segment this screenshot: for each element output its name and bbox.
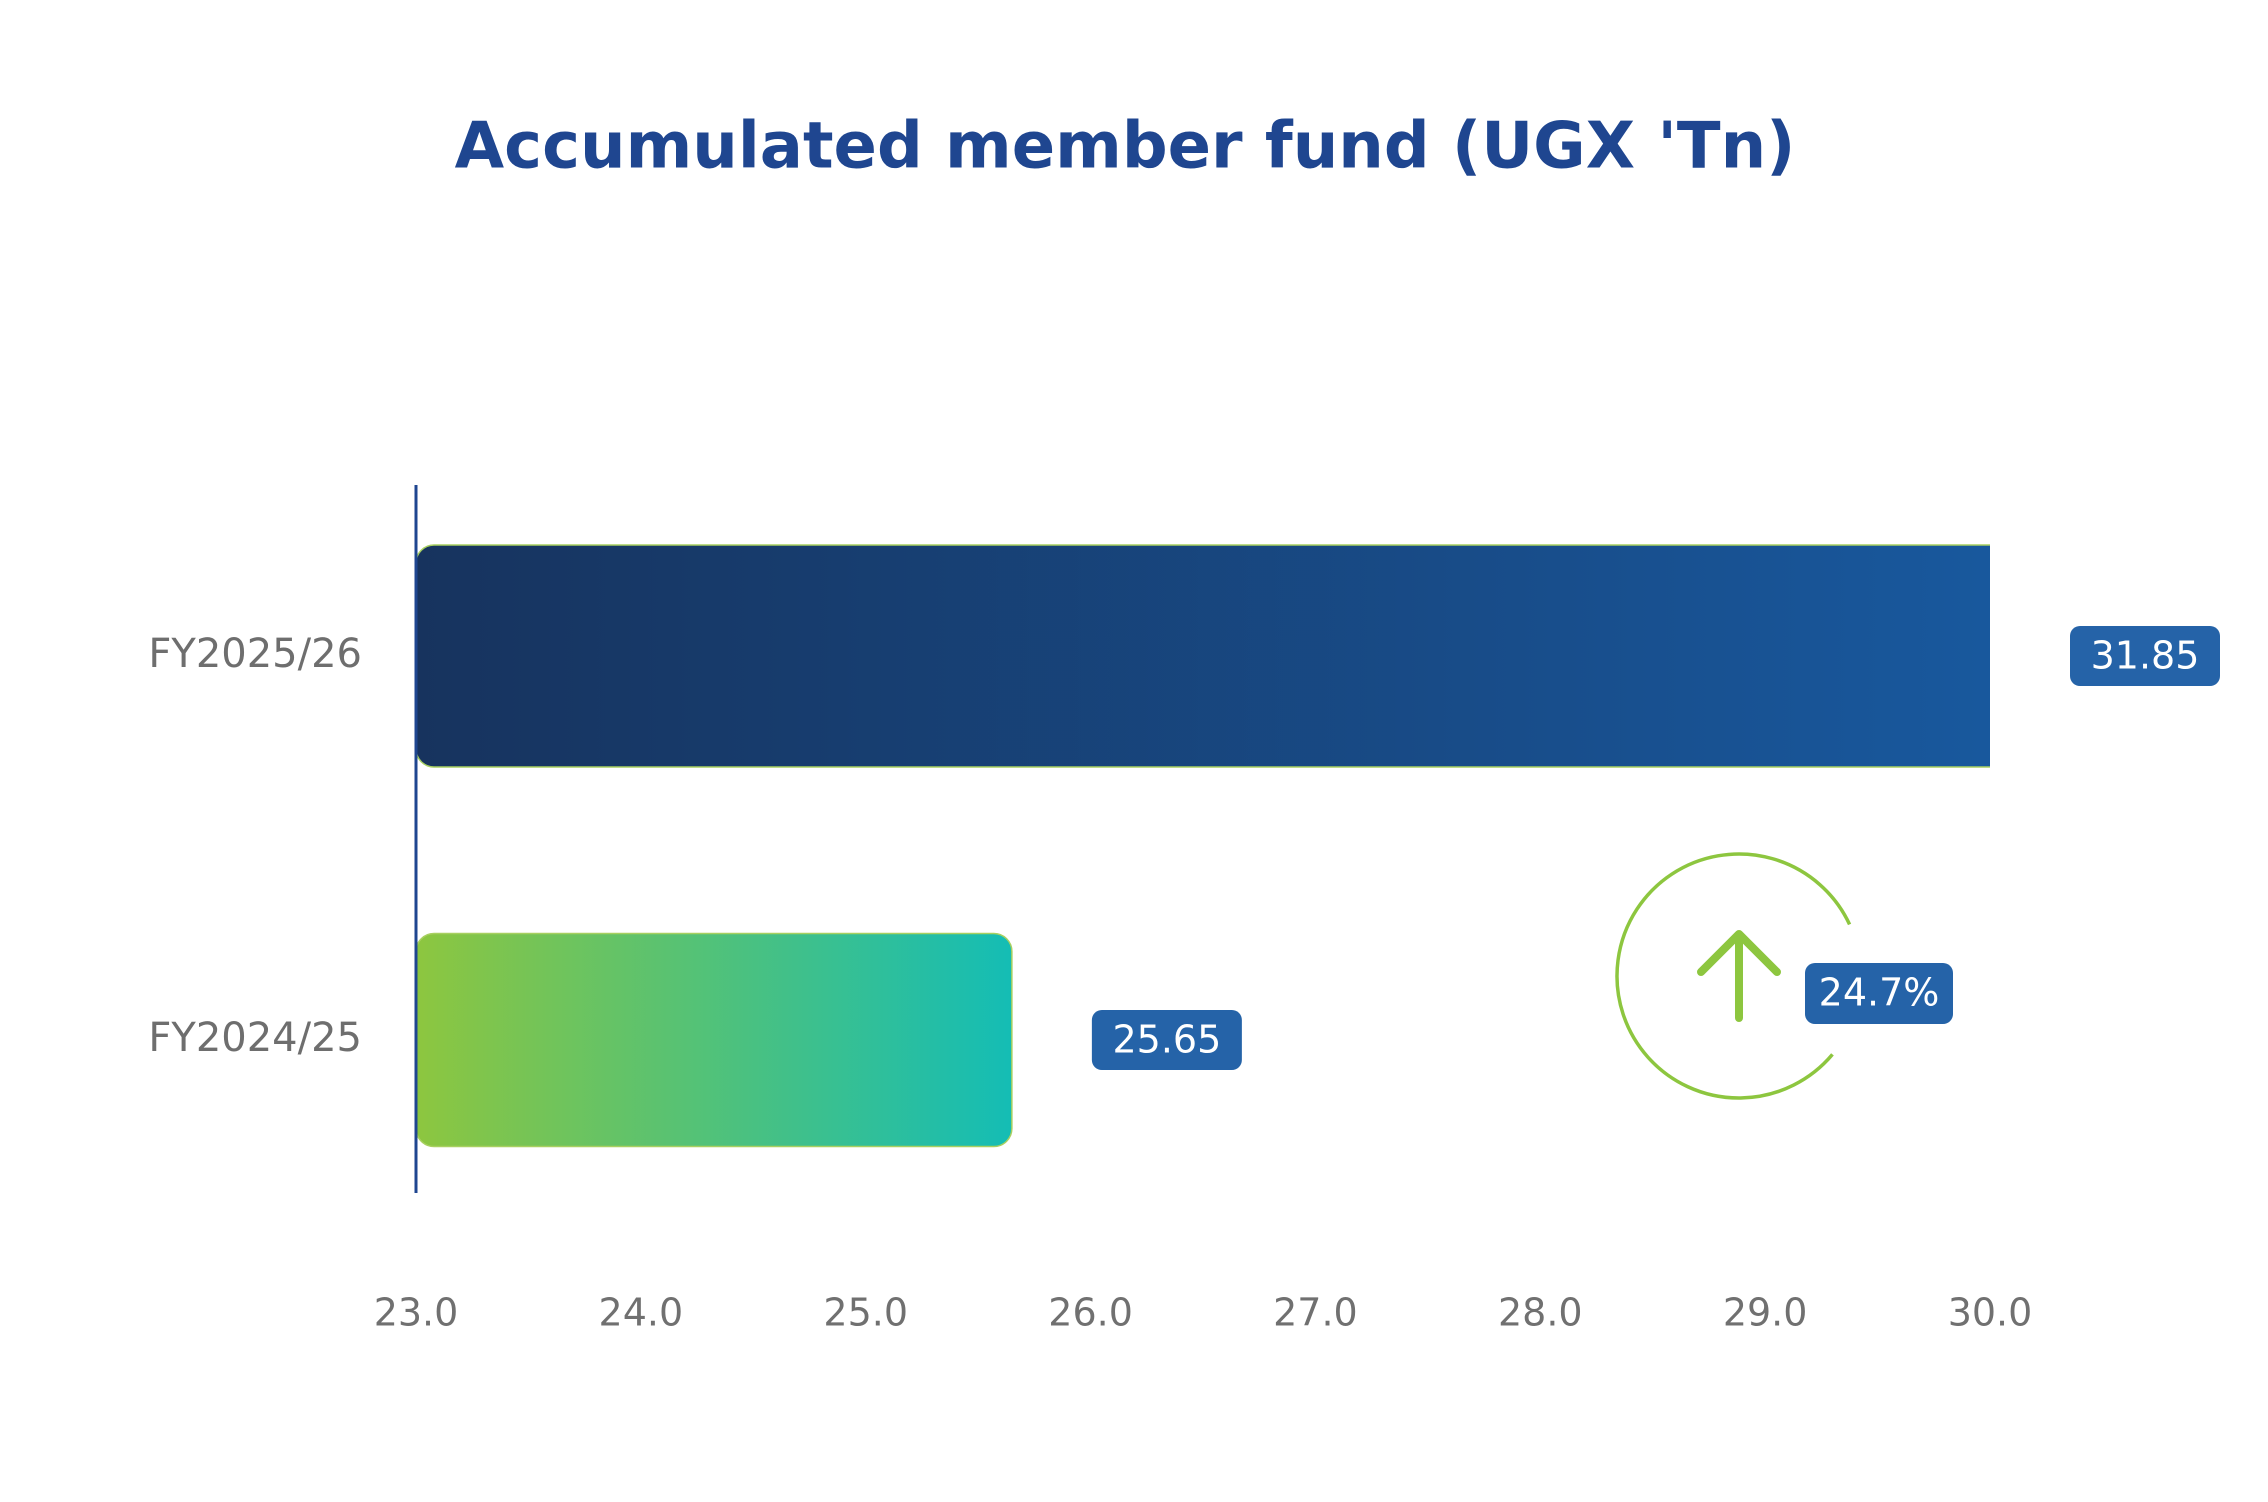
annotation-ring	[1615, 852, 1852, 1100]
value-label-box	[1091, 1010, 1242, 1070]
x-tick-label: 27.0	[1273, 1291, 1358, 1335]
x-tick-label: 26.0	[1048, 1291, 1133, 1335]
bar	[416, 544, 1990, 768]
chart-title: Accumulated member fund (UGX 'Tn)	[455, 110, 1796, 184]
value-label: 31.85	[2091, 634, 2200, 678]
x-tick-label: 23.0	[374, 1291, 459, 1335]
category-label: FY2025/26	[148, 631, 362, 677]
value-label-box	[2070, 626, 2220, 686]
annotation-arrow	[1697, 930, 1781, 1022]
category-label: FY2024/25	[148, 1015, 362, 1061]
x-tick-label: 24.0	[599, 1291, 684, 1335]
bar	[416, 932, 1013, 1148]
x-tick-label: 28.0	[1498, 1291, 1583, 1335]
x-tick-label: 30.0	[1948, 1291, 2033, 1335]
x-tick-label: 25.0	[823, 1291, 908, 1335]
annotation-box	[1805, 963, 1953, 1024]
value-label: 25.65	[1112, 1018, 1221, 1062]
x-tick-label: 29.0	[1723, 1291, 1808, 1335]
bars	[416, 544, 1990, 1148]
annotation-label: 24.7%	[1819, 971, 1940, 1015]
